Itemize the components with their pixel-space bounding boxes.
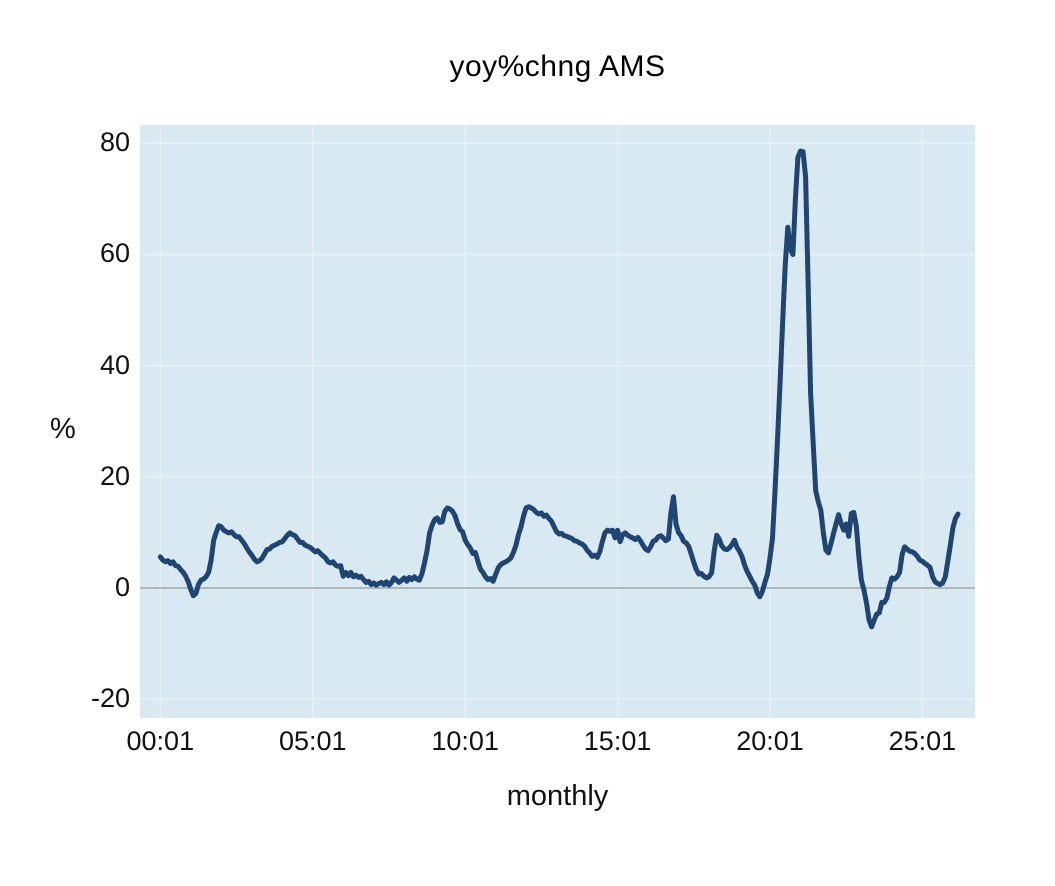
data-line	[157, 148, 961, 630]
y-tick-label: 60	[99, 238, 130, 269]
x-tick-label: 05:01	[278, 726, 347, 756]
x-tick-label: 15:01	[583, 726, 652, 756]
x-axis-label: monthly	[506, 780, 609, 812]
x-tick-label: 20:01	[736, 726, 804, 756]
y-tick-label: 40	[99, 349, 130, 380]
y-tick-label: 80	[99, 127, 130, 158]
chart-title: yoy%chng AMS	[449, 50, 666, 83]
y-tick-label: 20	[99, 460, 130, 491]
y-tick-label: 0	[114, 571, 130, 602]
x-tick-label: 00:01	[126, 726, 195, 756]
y-axis-label: %	[50, 413, 76, 445]
y-tick-label: -20	[90, 682, 130, 713]
x-tick-label: 10:01	[431, 726, 499, 756]
plot-background	[140, 125, 975, 718]
x-tick-label: 25:01	[888, 726, 957, 756]
